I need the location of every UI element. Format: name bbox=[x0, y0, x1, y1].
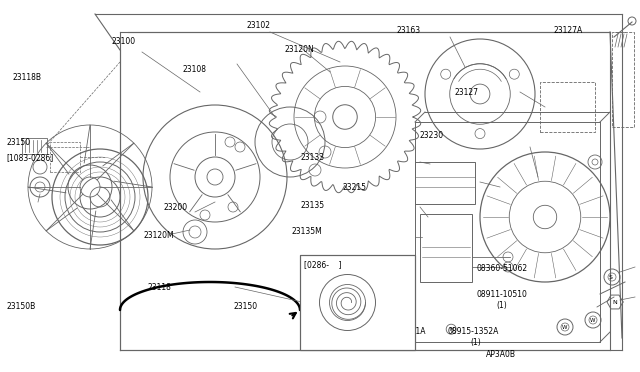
Bar bbox=[540, 82, 595, 132]
Text: (1): (1) bbox=[470, 338, 481, 347]
Text: [0286-    ]: [0286- ] bbox=[304, 260, 342, 269]
Text: W: W bbox=[562, 325, 568, 330]
Text: AP3A0B: AP3A0B bbox=[486, 350, 516, 359]
Text: 23127A: 23127A bbox=[554, 26, 583, 35]
Text: 23118B: 23118B bbox=[13, 73, 42, 82]
Text: 23163: 23163 bbox=[397, 26, 421, 35]
Text: 23100: 23100 bbox=[112, 38, 136, 46]
Bar bbox=[300, 255, 415, 350]
Text: 23135M: 23135M bbox=[291, 227, 322, 236]
Text: M: M bbox=[374, 327, 378, 332]
Text: 23118: 23118 bbox=[147, 283, 171, 292]
Text: (1): (1) bbox=[394, 338, 404, 347]
Text: 08915-1352A: 08915-1352A bbox=[448, 327, 499, 336]
Bar bbox=[420, 214, 472, 282]
Text: 23108: 23108 bbox=[182, 65, 206, 74]
Text: 08911-10510: 08911-10510 bbox=[477, 291, 527, 299]
Bar bbox=[415, 162, 475, 204]
Text: (1): (1) bbox=[496, 301, 507, 310]
Text: 23150B: 23150B bbox=[6, 302, 36, 311]
Text: 23120N: 23120N bbox=[285, 45, 314, 54]
Text: 08360-51062: 08360-51062 bbox=[477, 264, 528, 273]
Text: 23215: 23215 bbox=[342, 183, 367, 192]
Text: M: M bbox=[449, 327, 453, 332]
Text: 23150: 23150 bbox=[6, 138, 31, 147]
Bar bbox=[300, 255, 415, 350]
Bar bbox=[22, 138, 47, 154]
Text: 23102: 23102 bbox=[246, 21, 270, 30]
Text: S: S bbox=[609, 275, 613, 280]
Text: 23150: 23150 bbox=[234, 302, 258, 311]
Text: 23120M: 23120M bbox=[144, 231, 175, 240]
Bar bbox=[50, 142, 80, 172]
Text: N: N bbox=[612, 300, 617, 305]
Text: 23230: 23230 bbox=[419, 131, 444, 140]
Text: 23135: 23135 bbox=[301, 201, 325, 210]
Text: [1083-0286]: [1083-0286] bbox=[6, 153, 54, 162]
Text: 23127: 23127 bbox=[454, 88, 479, 97]
Text: 08915-4351A: 08915-4351A bbox=[374, 327, 426, 336]
Text: 23200: 23200 bbox=[163, 203, 188, 212]
Text: W: W bbox=[590, 318, 595, 323]
Text: 23133: 23133 bbox=[301, 153, 325, 162]
Bar bbox=[612, 32, 634, 127]
